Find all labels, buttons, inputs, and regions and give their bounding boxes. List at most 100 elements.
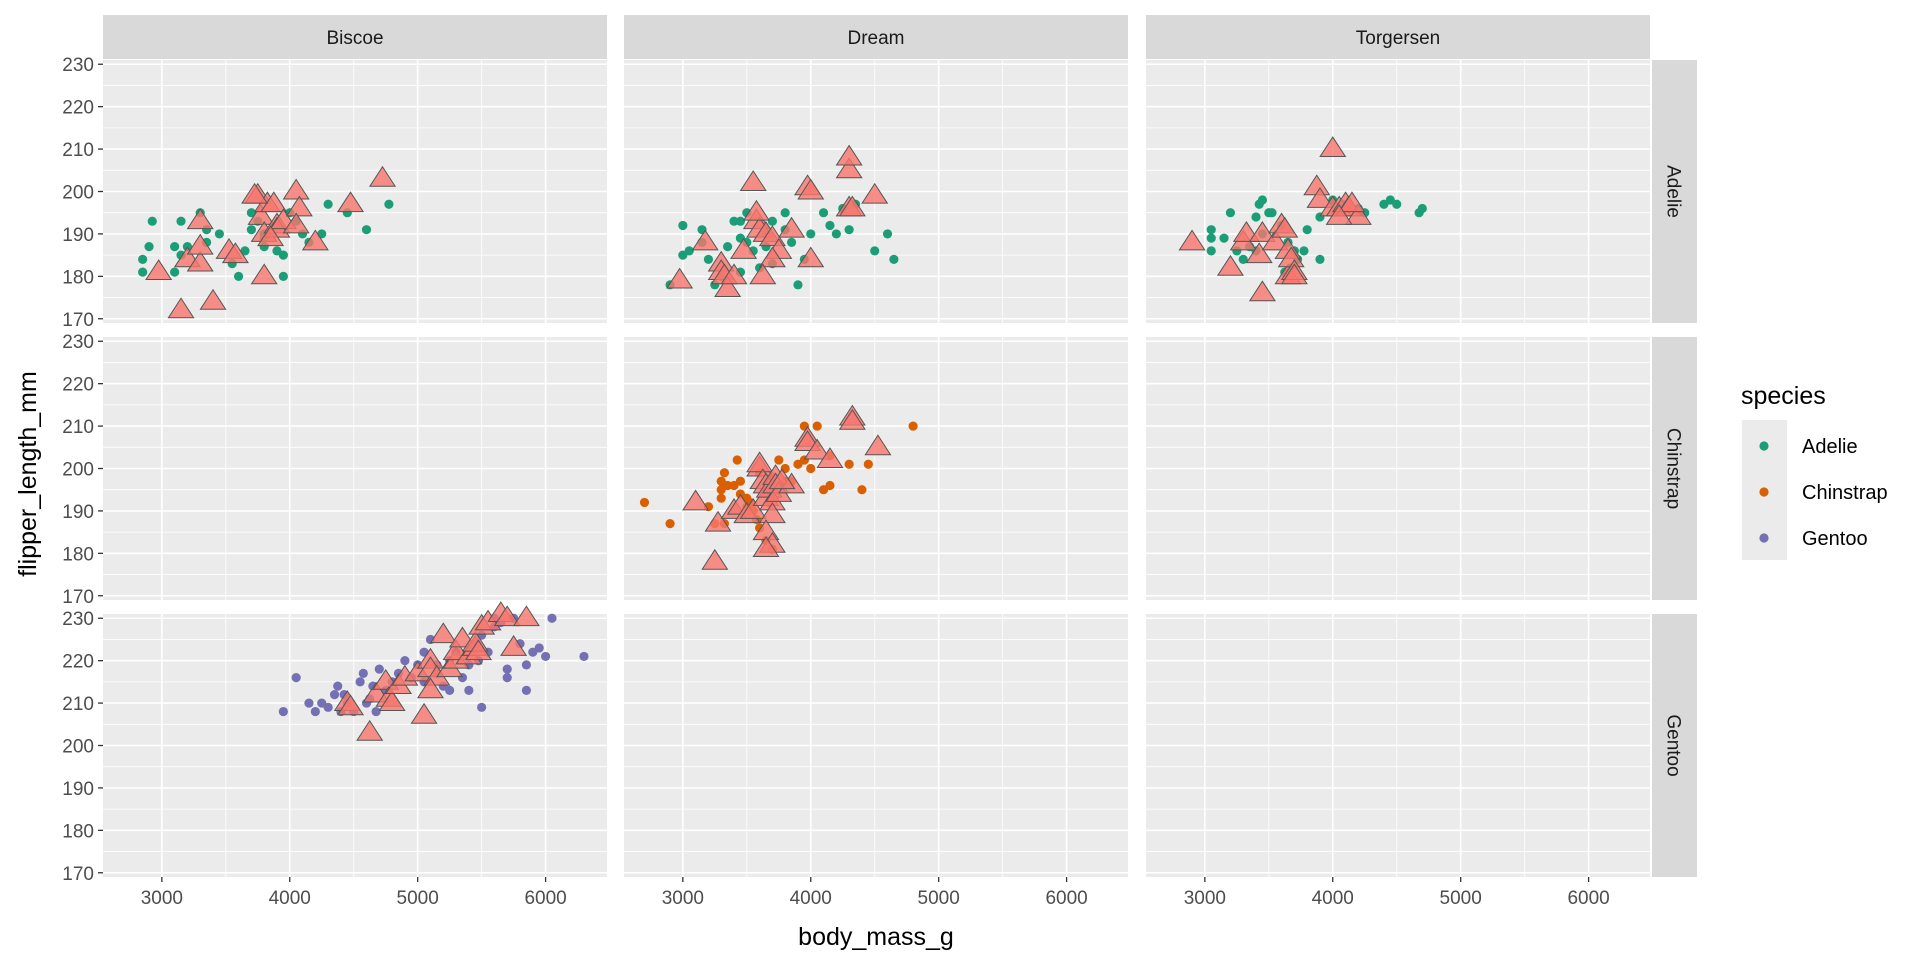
y-axis-title: flipper_length_mm — [14, 371, 42, 577]
axes-layer: 1701801902002102202301701801902002102202… — [62, 55, 1609, 909]
data-point — [540, 651, 551, 662]
data-point — [246, 225, 256, 235]
highlight-triangle — [500, 635, 528, 656]
highlight-triangle — [749, 263, 777, 285]
highlight-triangle — [464, 639, 492, 661]
strip-row-gentoo: Gentoo — [1652, 614, 1697, 877]
highlight-triangle — [864, 434, 892, 456]
data-point — [1206, 233, 1216, 243]
data-point — [579, 651, 589, 662]
y-tick-label: 210 — [62, 140, 94, 161]
data-point — [818, 208, 829, 218]
strip-label: Dream — [847, 28, 904, 49]
highlight-triangle — [838, 408, 866, 430]
highlight-triangle — [337, 191, 365, 213]
highlight-triangle — [1280, 263, 1308, 285]
y-tick-label: 230 — [62, 609, 94, 630]
legend-key-gentoo — [1759, 533, 1769, 543]
data-point — [278, 250, 288, 260]
data-point — [304, 698, 314, 708]
panel-data-adelie-biscoe — [138, 165, 397, 319]
panel-data-chinstrap-dream — [639, 404, 918, 570]
y-tick-label: 200 — [62, 460, 94, 481]
x-tick-label: 6000 — [524, 888, 566, 909]
data-point — [1299, 246, 1309, 256]
highlight-triangle — [186, 208, 214, 230]
highlight-triangle — [282, 178, 310, 200]
data-point — [147, 216, 157, 226]
strip-row-adelie: Adelie — [1652, 60, 1697, 323]
strip-label: Biscoe — [326, 28, 383, 49]
data-point — [278, 271, 288, 281]
data-point — [384, 199, 394, 209]
data-point — [138, 254, 148, 264]
y-tick-label: 170 — [62, 587, 94, 608]
legend-entry-gentoo: Gentoo — [1759, 528, 1868, 550]
data-point — [665, 519, 675, 529]
highlight-triangle — [167, 297, 195, 319]
highlight-triangle — [378, 690, 406, 712]
data-point — [723, 480, 733, 491]
data-point — [735, 476, 746, 486]
legend-key-chinstrap — [1759, 487, 1769, 497]
data-point — [678, 220, 688, 231]
panel-data-adelie-torgersen — [1178, 136, 1427, 302]
strip-label: Gentoo — [1663, 714, 1684, 776]
highlight-triangle — [1248, 280, 1276, 302]
panel-gentoo-biscoe — [103, 614, 607, 877]
strip-col-dream: Dream — [624, 15, 1128, 59]
highlight-triangle — [835, 157, 863, 179]
highlight-triangle — [1178, 229, 1206, 251]
strip-col-biscoe: Biscoe — [103, 15, 607, 59]
highlight-triangle — [691, 229, 719, 251]
highlight-triangle — [701, 548, 729, 570]
highlight-triangle — [1325, 204, 1353, 225]
highlight-triangle — [1319, 136, 1347, 158]
legend-label: Gentoo — [1802, 528, 1868, 550]
highlight-triangle — [861, 182, 889, 204]
highlight-triangle — [356, 719, 384, 741]
y-tick-label: 220 — [62, 652, 94, 673]
highlight-triangle — [730, 237, 758, 259]
highlight-triangle — [803, 438, 831, 460]
highlight-triangle — [797, 178, 825, 200]
x-tick-label: 5000 — [1440, 888, 1482, 909]
y-tick-label: 220 — [62, 375, 94, 396]
data-point — [806, 229, 816, 239]
strip-background — [624, 15, 1128, 59]
data-point — [1302, 225, 1312, 235]
legend: species Adelie Chinstrap Gentoo — [1741, 382, 1888, 560]
x-tick-label: 4000 — [790, 888, 832, 909]
panels-layer — [103, 60, 1650, 877]
highlight-triangle — [797, 246, 825, 268]
y-tick-label: 180 — [62, 267, 94, 288]
legend-key-adelie — [1759, 441, 1769, 451]
x-tick-label: 6000 — [1045, 888, 1087, 909]
highlight-triangle — [368, 165, 397, 187]
legend-label: Chinstrap — [1802, 482, 1888, 504]
data-point — [732, 455, 742, 465]
data-point — [1414, 208, 1424, 218]
y-tick-label: 230 — [62, 55, 94, 76]
data-point — [371, 706, 381, 717]
data-point — [1392, 199, 1402, 209]
data-point — [400, 656, 410, 666]
data-point — [358, 668, 368, 678]
data-point — [825, 480, 835, 491]
highlight-triangle — [186, 233, 214, 255]
data-point — [780, 208, 790, 218]
panel-adelie-torgersen — [1146, 60, 1650, 323]
x-tick-label: 6000 — [1567, 888, 1609, 909]
strip-background — [1146, 15, 1650, 59]
data-point — [355, 677, 365, 687]
data-point — [767, 216, 777, 226]
y-tick-label: 190 — [62, 502, 94, 523]
data-point — [703, 254, 714, 264]
highlight-triangle — [250, 263, 278, 285]
highlight-triangle — [720, 263, 748, 285]
data-point — [844, 459, 854, 469]
x-tick-label: 3000 — [662, 888, 704, 909]
data-point — [170, 242, 180, 252]
data-point — [144, 242, 154, 252]
y-tick-label: 190 — [62, 779, 94, 800]
